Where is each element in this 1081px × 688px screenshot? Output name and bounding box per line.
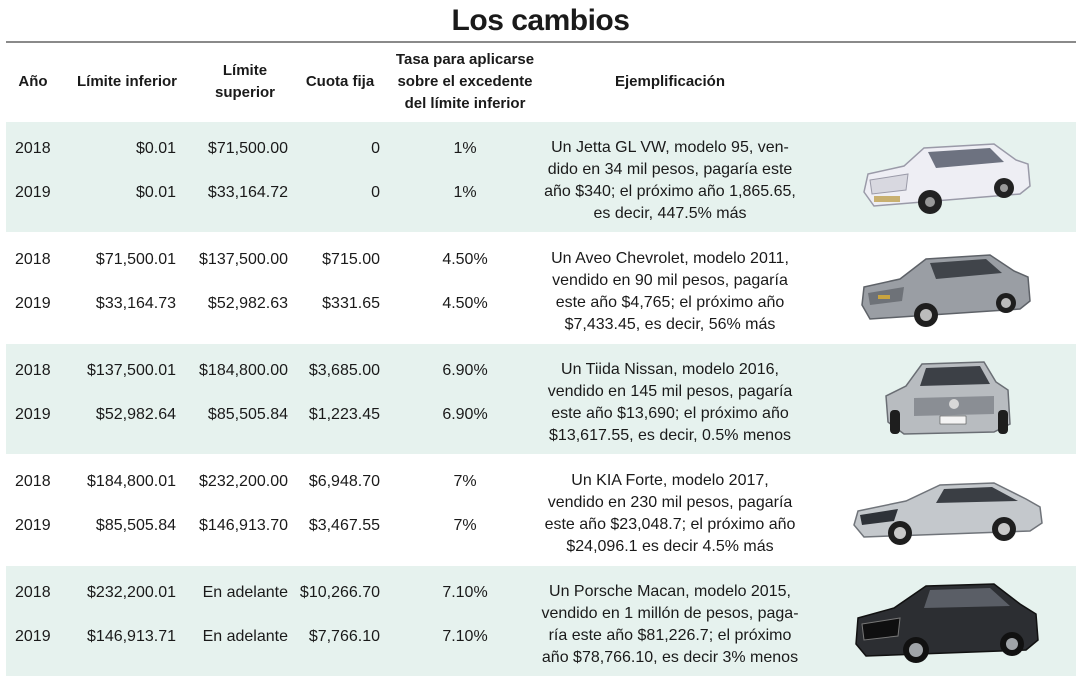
table-group: 2018 $71,500.01 $137,500.00 $715.00 4.50… <box>6 233 1076 343</box>
cell-lower: $71,500.01 <box>95 251 176 268</box>
example-text: Un Porsche Macan, modelo 2015, vendido en… <box>541 583 799 666</box>
page-title: Los cambios <box>451 4 630 37</box>
cell-rate: 1% <box>453 140 477 157</box>
cell-upper: $184,800.00 <box>199 362 288 379</box>
cell-upper: En adelante <box>202 628 288 645</box>
cell-upper: $85,505.84 <box>207 406 288 423</box>
cell-rate: 6.90% <box>442 406 488 423</box>
cell-fixed: $1,223.45 <box>308 406 380 423</box>
cell-year: 2019 <box>15 517 51 534</box>
header-example: Ejemplificación <box>614 73 726 90</box>
cell-upper: $146,913.70 <box>199 517 288 534</box>
cell-fixed: $10,266.70 <box>299 584 380 601</box>
cell-year: 2019 <box>15 406 51 423</box>
cell-lower: $0.01 <box>135 140 176 157</box>
cell-rate: 7% <box>453 473 477 490</box>
cell-fixed: 0 <box>371 184 380 201</box>
silver-sedan-front-image <box>885 361 1011 435</box>
cell-rate: 4.50% <box>442 295 488 312</box>
table-group: 2018 $232,200.01 En adelante $10,266.70 … <box>6 566 1076 676</box>
cell-lower: $52,982.64 <box>95 406 176 423</box>
cell-lower: $33,164.73 <box>95 295 176 312</box>
cell-upper: $71,500.00 <box>207 140 288 157</box>
table-group: 2018 $0.01 $71,500.00 0 1% 2019 $0.01 $3… <box>6 122 1076 232</box>
example-text: Un Tiida Nissan, modelo 2016, vendido en … <box>547 361 793 444</box>
table-group: 2018 $137,500.01 $184,800.00 $3,685.00 6… <box>6 344 1076 454</box>
cell-fixed: 0 <box>371 140 380 157</box>
cell-year: 2018 <box>15 251 51 268</box>
cell-lower: $85,505.84 <box>95 517 176 534</box>
cell-upper: $137,500.00 <box>199 251 288 268</box>
header-fixed-fee: Cuota fija <box>305 73 375 90</box>
cell-fixed: $331.65 <box>322 295 380 312</box>
cell-year: 2019 <box>15 295 51 312</box>
cell-fixed: $3,685.00 <box>308 362 380 379</box>
cell-upper: En adelante <box>202 584 288 601</box>
header-rate: Tasa para aplicarse sobre el excedente del… <box>395 51 535 112</box>
header-year: Año <box>18 73 48 90</box>
header-lower-limit: Límite inferior <box>76 73 177 90</box>
cell-rate: 4.50% <box>442 251 488 268</box>
cell-year: 2018 <box>15 362 51 379</box>
cell-year: 2018 <box>15 473 51 490</box>
cell-rate: 7% <box>453 517 477 534</box>
cell-year: 2019 <box>15 628 51 645</box>
cell-fixed: $6,948.70 <box>308 473 380 490</box>
cell-upper: $33,164.72 <box>207 184 288 201</box>
title-divider <box>6 41 1076 43</box>
example-text: Un KIA Forte, modelo 2017, vendido en 230… <box>544 472 796 555</box>
cell-lower: $146,913.71 <box>87 628 176 645</box>
cell-lower: $184,800.01 <box>87 473 176 490</box>
cell-upper: $232,200.00 <box>199 473 288 490</box>
cell-lower: $232,200.01 <box>87 584 176 601</box>
cell-upper: $52,982.63 <box>207 295 288 312</box>
cell-lower: $0.01 <box>135 184 176 201</box>
cell-fixed: $715.00 <box>322 251 380 268</box>
cell-fixed: $7,766.10 <box>308 628 380 645</box>
example-text: Un Jetta GL VW, modelo 95, ven-dido en 3… <box>544 139 796 222</box>
silver-sedan-side-image <box>853 482 1043 545</box>
white-sedan-image <box>863 143 1031 214</box>
cell-year: 2018 <box>15 584 51 601</box>
table-group: 2018 $184,800.01 $232,200.00 $6,948.70 7… <box>6 455 1076 565</box>
cell-rate: 7.10% <box>442 628 488 645</box>
cell-year: 2019 <box>15 184 51 201</box>
cell-year: 2018 <box>15 140 51 157</box>
gray-sedan-image <box>861 254 1031 327</box>
cell-lower: $137,500.01 <box>87 362 176 379</box>
cell-rate: 6.90% <box>442 362 488 379</box>
black-suv-image <box>855 583 1039 663</box>
cell-fixed: $3,467.55 <box>308 517 380 534</box>
cell-rate: 1% <box>453 184 477 201</box>
example-text: Un Aveo Chevrolet, modelo 2011, vendido e… <box>551 250 789 333</box>
header-upper-limit: Límite superior <box>214 62 275 101</box>
cell-rate: 7.10% <box>442 584 488 601</box>
